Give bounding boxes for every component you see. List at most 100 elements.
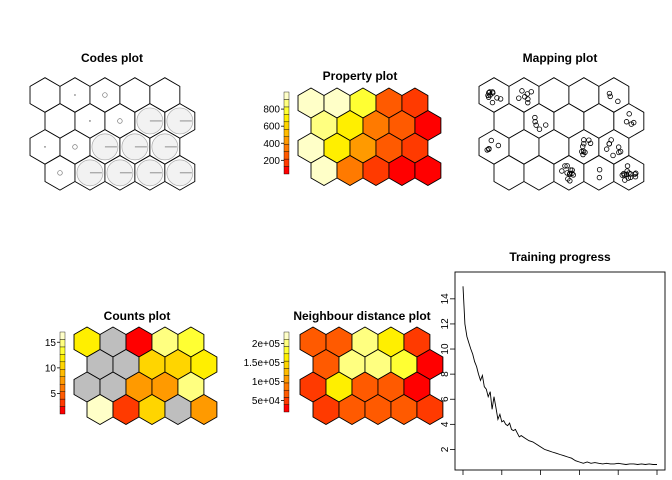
mapping-point <box>489 89 496 95</box>
counts-colorbar-step <box>59 361 66 370</box>
property-plot-title: Property plot <box>323 69 398 83</box>
mapping-point <box>532 119 538 125</box>
counts-colorbar-step <box>59 406 66 415</box>
mapping-point <box>624 168 630 174</box>
property-colorbar-step <box>283 151 290 160</box>
property-colorbar-step <box>283 114 290 123</box>
mapping-point <box>567 167 574 173</box>
training-ytick-label: 6 <box>440 396 451 402</box>
mapping-point <box>607 93 613 100</box>
mapping-point <box>516 95 522 101</box>
mapping-point <box>616 149 622 156</box>
mapping-point <box>587 140 594 146</box>
codes-marker-small <box>57 170 63 176</box>
mapping-point <box>631 119 637 126</box>
mapping-point <box>606 141 612 147</box>
counts-colorbar-step <box>59 331 66 340</box>
counts-colorbar-step <box>59 339 66 348</box>
mapping-point <box>623 119 630 125</box>
codes-marker-dot <box>89 120 91 122</box>
property-colorbar-step <box>283 158 290 167</box>
mapping-point <box>495 142 502 149</box>
counts-colorbar-step <box>59 398 66 407</box>
training-ytick-label: 2 <box>440 446 451 452</box>
mapping-point <box>615 98 621 105</box>
mapping-point <box>559 168 565 174</box>
property-unit-hex <box>414 154 442 187</box>
mapping-point <box>619 172 625 178</box>
neighbour-colorbar-step <box>283 360 290 369</box>
neighbour-colorbar-step <box>283 397 290 405</box>
property-colorbar-step <box>283 106 290 115</box>
neighbour-distance-plot-title: Neighbour distance plot <box>293 309 430 323</box>
counts-colorbar-step <box>59 376 66 385</box>
neighbour-colorbar-tick-label: 1e+05 <box>252 377 281 388</box>
mapping-point <box>586 137 592 143</box>
property-colorbar-tick-label: 200 <box>263 156 280 167</box>
codes-marker-dot <box>74 94 76 96</box>
mapping-point <box>528 89 534 95</box>
mapping-point <box>519 88 525 94</box>
training-ytick-label: 14 <box>440 293 451 305</box>
training-ytick-label: 12 <box>440 318 451 330</box>
neighbour-colorbar-step <box>283 331 290 340</box>
neighbour-colorbar-step <box>283 382 290 391</box>
mapping-point <box>562 163 568 169</box>
codes-marker-small <box>117 118 123 124</box>
mapping-point <box>581 141 587 147</box>
mapping-point <box>533 122 539 128</box>
counts-colorbar-step <box>59 346 66 355</box>
mapping-point <box>632 171 638 177</box>
mapping-point <box>606 90 613 97</box>
mapping-point <box>524 91 531 97</box>
training-ytick-label: 10 <box>440 343 451 355</box>
neighbour-colorbar-tick-label: 5e+04 <box>252 396 281 407</box>
mapping-point <box>543 122 549 128</box>
counts-colorbar-tick-label: 10 <box>45 363 57 374</box>
property-colorbar-step <box>283 136 290 145</box>
codes-marker-small <box>102 92 108 98</box>
property-colorbar-step <box>283 129 290 137</box>
mapping-point <box>582 149 588 155</box>
mapping-point <box>581 137 587 143</box>
mapping-point <box>486 90 492 96</box>
counts-colorbar-tick-label: 15 <box>45 338 57 349</box>
mapping-point <box>489 99 496 106</box>
training-plot-frame <box>454 271 666 471</box>
mapping-point <box>564 170 570 176</box>
property-colorbar-tick-label: 600 <box>263 122 280 133</box>
mapping-point <box>564 163 570 169</box>
mapping-point <box>610 152 616 159</box>
neighbour-colorbar-step <box>283 389 290 398</box>
mapping-point <box>633 170 639 176</box>
counts-colorbar-tick-label: 5 <box>50 389 56 400</box>
counts-unit-hex <box>190 393 218 426</box>
mapping-point <box>497 96 504 102</box>
mapping-point <box>626 111 632 117</box>
neighbour-colorbar-step <box>283 375 290 384</box>
mapping-point <box>621 172 627 178</box>
mapping-point <box>565 176 571 182</box>
counts-colorbar-step <box>59 391 66 400</box>
mapping-point <box>603 146 610 152</box>
property-colorbar-tick-label: 800 <box>263 105 280 116</box>
mapping-point <box>596 174 603 181</box>
neighbour-colorbar-step <box>283 346 290 355</box>
property-colorbar-step <box>283 99 290 108</box>
mapping-point <box>570 172 577 178</box>
property-colorbar-step <box>283 143 290 152</box>
counts-colorbar-step <box>59 354 66 363</box>
property-colorbar-step <box>283 91 290 100</box>
counts-colorbar-step <box>59 369 66 377</box>
neighbour-colorbar-step <box>283 368 290 376</box>
mapping-point <box>625 175 632 181</box>
mapping-point <box>486 145 492 152</box>
neighbour-colorbar-step <box>283 404 290 413</box>
training-progress-title: Training progress <box>509 250 611 264</box>
mapping-point <box>627 174 634 181</box>
counts-plot-title: Counts plot <box>104 309 171 323</box>
neighbour-colorbar-step <box>283 339 290 347</box>
mapping-plot-title: Mapping plot <box>523 51 598 65</box>
